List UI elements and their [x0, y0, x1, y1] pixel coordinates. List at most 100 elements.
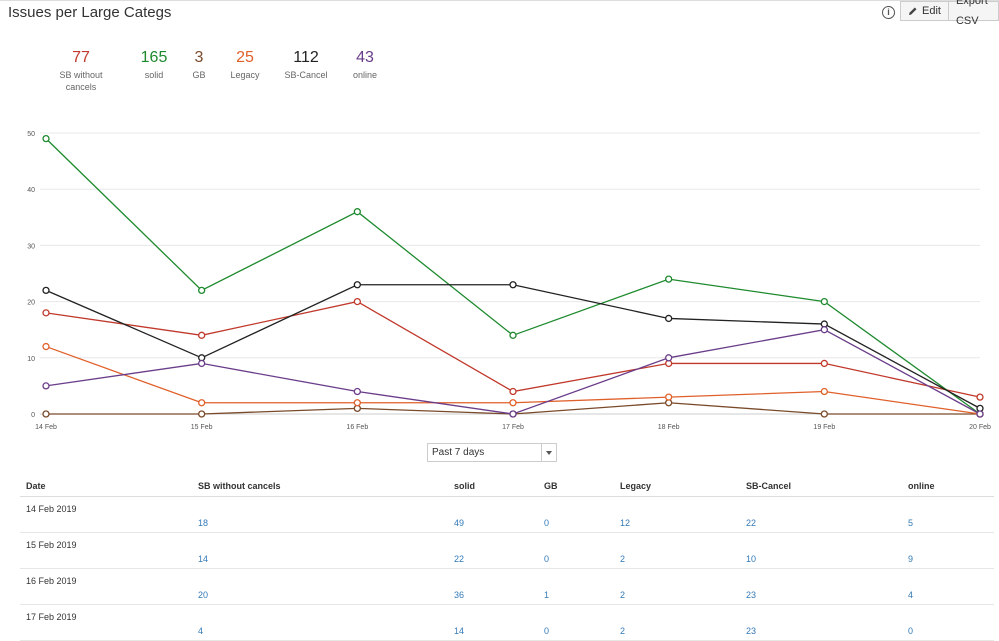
edit-label: Edit	[922, 5, 941, 17]
data-point[interactable]	[42, 309, 50, 317]
data-point[interactable]	[198, 410, 206, 418]
total-sb-without-cancels: 77 SB without cancels	[50, 48, 112, 93]
data-point[interactable]	[198, 399, 206, 407]
table-header-row: Date SB without cancels solid GB Legacy …	[20, 476, 994, 497]
page-title: Issues per Large Categs	[8, 4, 172, 21]
data-point[interactable]	[820, 326, 828, 334]
chevron-down-icon	[541, 444, 556, 461]
cell-value[interactable]: 22	[448, 532, 538, 569]
cell-value[interactable]: 49	[448, 496, 538, 533]
cell-value[interactable]: 1	[538, 568, 614, 605]
data-point[interactable]	[42, 134, 50, 143]
column-header-solid[interactable]: solid	[448, 476, 538, 497]
data-point[interactable]	[509, 281, 517, 289]
data-point[interactable]	[353, 208, 361, 216]
data-point[interactable]	[820, 387, 828, 396]
data-point[interactable]	[820, 297, 828, 306]
y-tick-label: 30	[27, 243, 35, 250]
data-point[interactable]	[665, 354, 673, 362]
cell-value[interactable]: 14	[192, 532, 448, 569]
data-point[interactable]	[42, 382, 50, 390]
total-value: 43	[356, 49, 374, 66]
total-label: SB without cancels	[59, 70, 103, 92]
column-header-sb-cancel[interactable]: SB-Cancel	[740, 476, 902, 497]
data-point[interactable]	[198, 359, 206, 368]
cell-date: 16 Feb 2019	[20, 568, 192, 605]
edit-button[interactable]: Edit	[900, 1, 949, 21]
data-point[interactable]	[820, 359, 828, 368]
cell-value[interactable]: 5	[902, 496, 994, 533]
column-header-legacy[interactable]: Legacy	[614, 476, 740, 497]
data-point[interactable]	[509, 331, 517, 339]
table-row: 15 Feb 2019 14 22 0 2 10 9	[20, 532, 994, 569]
cell-date: 15 Feb 2019	[20, 532, 192, 569]
data-point[interactable]	[509, 387, 517, 396]
series-line	[45, 300, 981, 398]
x-tick-label: 16 Feb	[346, 424, 368, 431]
column-header-date[interactable]: Date	[20, 476, 192, 497]
y-tick-label: 40	[27, 187, 35, 194]
cell-value[interactable]: 12	[614, 496, 740, 533]
y-tick-label: 20	[27, 300, 35, 307]
x-tick-label: 17 Feb	[502, 424, 524, 431]
data-point[interactable]	[353, 387, 361, 396]
x-tick-label: 18 Feb	[658, 424, 680, 431]
total-label: Legacy	[230, 70, 260, 80]
pencil-icon	[909, 7, 917, 15]
column-header-gb[interactable]: GB	[538, 476, 614, 497]
data-point[interactable]	[976, 393, 984, 401]
data-point[interactable]	[198, 286, 206, 295]
data-point[interactable]	[665, 314, 673, 323]
cell-value[interactable]: 20	[192, 568, 448, 605]
cell-value[interactable]: 36	[448, 568, 538, 605]
line-chart: 0 10 20 30 40 50 14 Feb 15 Feb 16 Feb 17 Feb 18 Fe…	[27, 131, 991, 431]
data-point[interactable]	[665, 393, 673, 401]
toolbar: Edit Export CSV	[900, 0, 999, 27]
cell-value[interactable]: 10	[740, 532, 902, 569]
total-value: 165	[140, 49, 168, 66]
total-solid: 165 solid	[134, 48, 174, 81]
cell-value[interactable]: 2	[614, 532, 740, 569]
total-gb: 3 GB	[186, 48, 212, 81]
cell-value[interactable]: 0	[538, 532, 614, 569]
date-range-value: Past 7 days	[432, 447, 485, 458]
cell-value[interactable]: 18	[192, 496, 448, 533]
series-line	[45, 138, 981, 415]
cell-value[interactable]: 0	[538, 496, 614, 533]
data-point[interactable]	[198, 331, 206, 339]
total-sb-cancel: 112 SB-Cancel	[280, 48, 332, 81]
y-tick-label: 0	[31, 412, 35, 419]
data-point[interactable]	[42, 286, 50, 295]
data-point[interactable]	[665, 275, 673, 283]
info-icon[interactable]: i	[882, 6, 895, 19]
x-tick-label: 20 Feb	[969, 424, 991, 431]
column-header-online[interactable]: online	[902, 476, 994, 497]
x-tick-label: 14 Feb	[35, 424, 57, 431]
total-label: GB	[192, 70, 206, 80]
cell-value[interactable]: 22	[740, 496, 902, 533]
data-point[interactable]	[976, 410, 984, 418]
export-label: Export CSV	[955, 0, 988, 27]
data-point[interactable]	[353, 399, 361, 407]
cell-value[interactable]: 2	[614, 568, 740, 605]
total-legacy: 25 Legacy	[226, 48, 264, 81]
data-point[interactable]	[509, 410, 517, 418]
total-label: solid	[144, 70, 164, 80]
data-point[interactable]	[42, 342, 50, 351]
data-point[interactable]	[509, 399, 517, 407]
date-range-select[interactable]: Past 7 days	[427, 443, 557, 462]
total-value: 25	[236, 49, 254, 66]
column-header-sb-without-cancels[interactable]: SB without cancels	[192, 476, 448, 497]
cell-value[interactable]: 4	[902, 568, 994, 605]
cell-value[interactable]: 23	[740, 568, 902, 605]
data-point[interactable]	[820, 410, 828, 418]
cell-value[interactable]: 9	[902, 532, 994, 569]
total-label: SB-Cancel	[284, 70, 328, 80]
data-point[interactable]	[353, 281, 361, 289]
data-point[interactable]	[353, 297, 361, 306]
top-border	[0, 0, 999, 1]
total-value: 77	[72, 49, 90, 66]
export-csv-button[interactable]: Export CSV	[948, 0, 999, 27]
data-point[interactable]	[42, 410, 50, 418]
cell-date: 14 Feb 2019	[20, 496, 192, 533]
